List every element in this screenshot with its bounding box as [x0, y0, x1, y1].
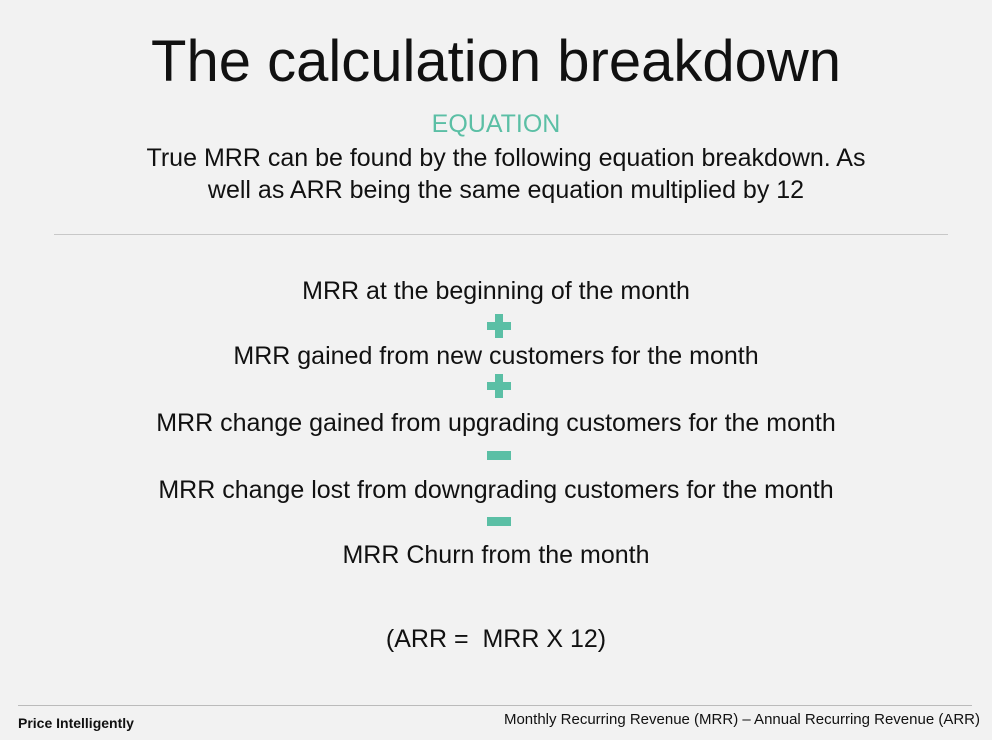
term: MRR Churn from the month: [342, 541, 650, 569]
divider: [54, 234, 948, 235]
term: MRR at the beginning of the month: [302, 277, 690, 305]
minus-icon: [487, 517, 511, 526]
term: MRR change lost from downgrading custome…: [158, 476, 834, 504]
minus-icon: [487, 451, 511, 460]
note: (ARR = MRR X 12): [385, 625, 607, 653]
subtitle: EQUATION: [431, 110, 561, 138]
term: MRR change gained from upgrading custome…: [156, 409, 836, 437]
description-line: True MRR can be found by the following e…: [146, 144, 866, 172]
term: MRR gained from new customers for the mo…: [233, 342, 759, 370]
footer-legend: Monthly Recurring Revenue (MRR) – Annual…: [503, 711, 980, 728]
description-line: well as ARR being the same equation mult…: [207, 176, 805, 204]
footer-divider: [18, 705, 972, 706]
title: The calculation breakdown: [151, 29, 841, 94]
plus-icon: [487, 314, 511, 338]
brand: Price Intelligently: [18, 715, 134, 731]
plus-icon: [487, 374, 511, 398]
